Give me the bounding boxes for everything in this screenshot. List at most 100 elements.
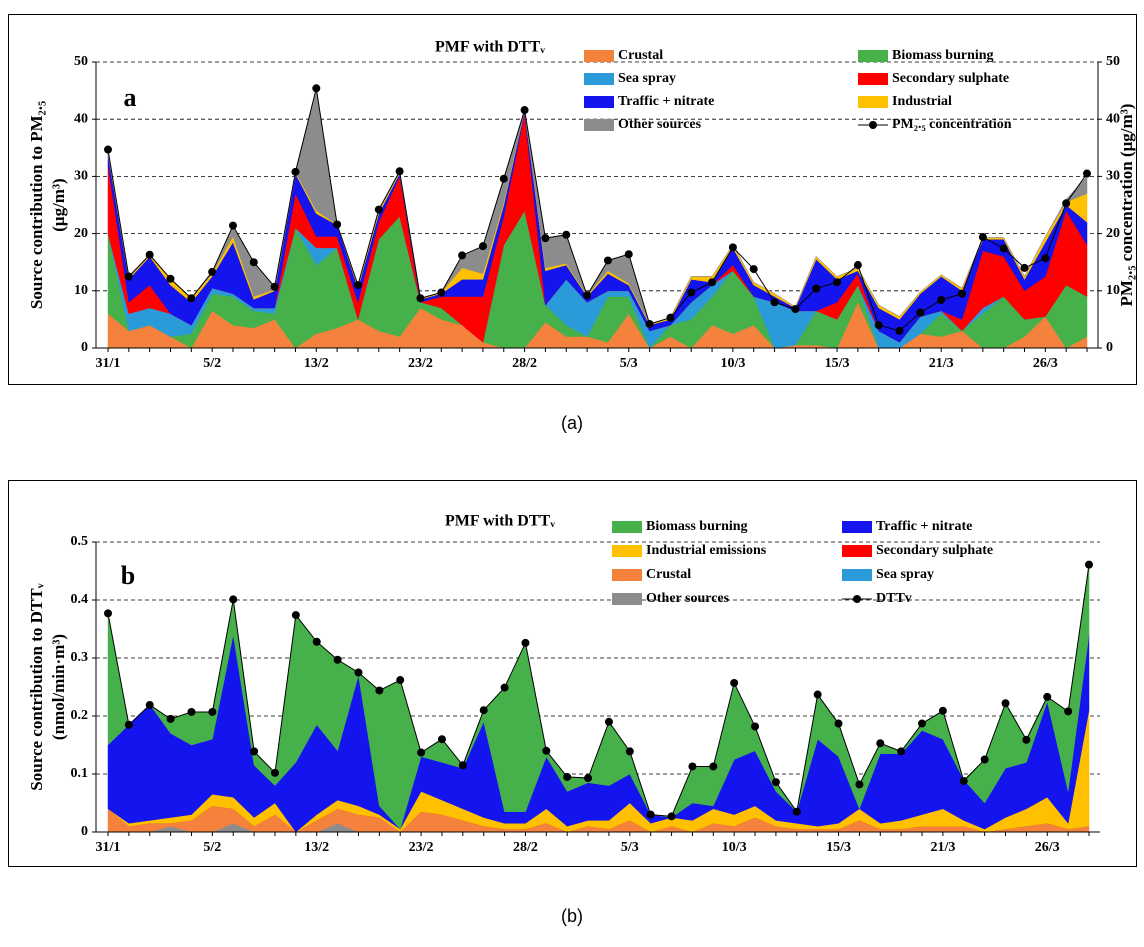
y-tick-label: 0 bbox=[81, 340, 88, 355]
legend-label: Other sources bbox=[646, 591, 730, 606]
point bbox=[1085, 560, 1093, 569]
x-tick-label: 28/2 bbox=[513, 840, 538, 855]
point bbox=[978, 233, 987, 242]
legend-label: Other sources bbox=[618, 117, 702, 132]
point bbox=[584, 774, 593, 783]
point bbox=[728, 243, 737, 252]
point bbox=[938, 706, 947, 715]
legend-swatch bbox=[584, 50, 614, 62]
legend-swatch bbox=[858, 73, 888, 85]
panel-label: b bbox=[121, 561, 135, 590]
point bbox=[437, 288, 446, 297]
point bbox=[918, 719, 927, 728]
y2-axis-title: PM₂.₅ concentration (μg/m³) bbox=[1117, 104, 1136, 307]
legend-label: Crustal bbox=[646, 567, 691, 582]
point bbox=[708, 278, 717, 287]
point bbox=[166, 714, 175, 723]
legend-swatch bbox=[842, 545, 872, 557]
legend-label: Traffic + nitrate bbox=[618, 94, 714, 109]
point bbox=[520, 106, 529, 115]
y-tick-label: 0.1 bbox=[71, 766, 89, 781]
x-tick-label: 13/2 bbox=[304, 356, 329, 371]
point bbox=[500, 683, 509, 692]
point bbox=[958, 289, 967, 298]
point bbox=[897, 747, 906, 756]
x-tick-label: 28/2 bbox=[512, 356, 537, 371]
point bbox=[437, 735, 446, 744]
point bbox=[1041, 254, 1050, 263]
point bbox=[646, 810, 655, 819]
chart-title: PMF with DTTᵥ bbox=[445, 513, 555, 530]
panel-label: a bbox=[124, 83, 137, 112]
point bbox=[542, 746, 551, 755]
x-tick-label: 21/3 bbox=[930, 840, 955, 855]
x-tick-label: 15/3 bbox=[826, 840, 851, 855]
point bbox=[833, 278, 842, 287]
point bbox=[1001, 699, 1010, 708]
x-tick-label: 21/3 bbox=[929, 356, 954, 371]
point bbox=[187, 294, 196, 303]
point bbox=[583, 291, 592, 300]
point bbox=[312, 84, 321, 93]
point bbox=[124, 272, 133, 281]
point bbox=[333, 220, 342, 229]
point bbox=[688, 762, 697, 771]
legend-label: Crustal bbox=[618, 48, 663, 63]
point bbox=[395, 167, 404, 176]
y-tick-label: 50 bbox=[74, 54, 88, 69]
caption: (b) bbox=[561, 906, 583, 926]
point bbox=[145, 250, 154, 259]
legend-label: Industrial emissions bbox=[646, 543, 767, 558]
point bbox=[541, 234, 550, 243]
panel-frame bbox=[8, 480, 1137, 867]
point bbox=[980, 755, 989, 764]
legend-marker bbox=[853, 595, 861, 603]
point bbox=[208, 267, 217, 276]
point bbox=[625, 747, 634, 756]
point bbox=[270, 768, 279, 777]
point bbox=[416, 294, 425, 303]
point bbox=[792, 807, 801, 816]
y-tick-label: 0.3 bbox=[71, 650, 89, 665]
point bbox=[208, 707, 217, 716]
point bbox=[499, 174, 508, 183]
x-tick-label: 5/3 bbox=[620, 356, 638, 371]
y-tick-label: 30 bbox=[74, 169, 88, 184]
y-tick-label: 20 bbox=[74, 226, 88, 241]
point bbox=[687, 288, 696, 297]
y-tick-label: 10 bbox=[74, 283, 88, 298]
point bbox=[874, 321, 883, 330]
point bbox=[187, 707, 196, 716]
point bbox=[145, 700, 154, 709]
legend-swatch bbox=[612, 569, 642, 581]
line bbox=[107, 88, 1088, 332]
panel-frame bbox=[8, 14, 1137, 385]
x-tick-label: 5/2 bbox=[203, 356, 221, 371]
point bbox=[751, 722, 760, 731]
point bbox=[709, 762, 718, 771]
y-tick-label: 0.4 bbox=[71, 592, 89, 607]
point bbox=[1043, 692, 1052, 701]
y2-tick-label: 20 bbox=[1106, 226, 1120, 241]
point bbox=[124, 720, 133, 729]
point bbox=[312, 637, 321, 646]
x-tick-label: 13/2 bbox=[304, 840, 329, 855]
legend-swatch bbox=[612, 545, 642, 557]
point bbox=[603, 256, 612, 265]
y-tick-label: 0.2 bbox=[71, 708, 89, 723]
legend-swatch bbox=[858, 50, 888, 62]
y-tick-label: 0 bbox=[81, 824, 88, 839]
x-tick-label: 23/2 bbox=[409, 840, 434, 855]
y2-tick-label: 30 bbox=[1106, 169, 1120, 184]
legend-swatch bbox=[858, 96, 888, 108]
point bbox=[249, 258, 258, 267]
point bbox=[999, 244, 1008, 253]
point bbox=[458, 251, 467, 260]
legend-swatch bbox=[584, 119, 614, 131]
legend-swatch bbox=[842, 521, 872, 533]
x-tick-label: 26/3 bbox=[1033, 356, 1058, 371]
point bbox=[250, 747, 259, 756]
point bbox=[333, 655, 342, 664]
y2-tick-label: 0 bbox=[1106, 340, 1113, 355]
